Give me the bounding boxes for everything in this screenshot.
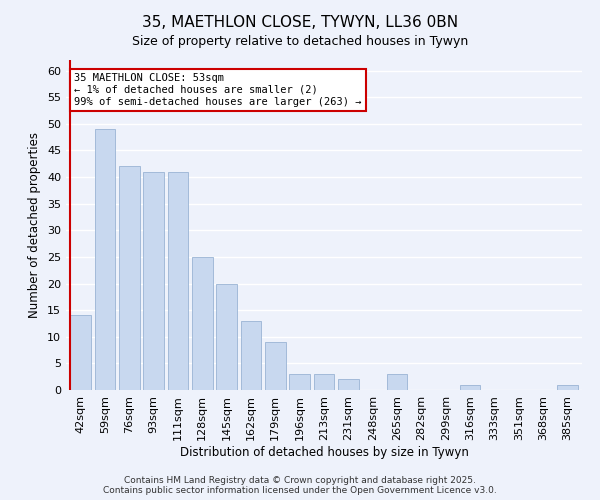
Bar [216,284,237,390]
Bar [143,172,164,390]
Bar [265,342,286,390]
Text: Contains HM Land Registry data © Crown copyright and database right 2025.
Contai: Contains HM Land Registry data © Crown c… [103,476,497,495]
Bar [314,374,334,390]
Text: 35, MAETHLON CLOSE, TYWYN, LL36 0BN: 35, MAETHLON CLOSE, TYWYN, LL36 0BN [142,15,458,30]
Bar [557,384,578,390]
Bar [386,374,407,390]
Y-axis label: Number of detached properties: Number of detached properties [28,132,41,318]
Bar [289,374,310,390]
Bar [95,129,115,390]
Bar [70,316,91,390]
Bar [119,166,140,390]
Bar [241,321,262,390]
Bar [167,172,188,390]
Bar [338,380,359,390]
Text: 35 MAETHLON CLOSE: 53sqm
← 1% of detached houses are smaller (2)
99% of semi-det: 35 MAETHLON CLOSE: 53sqm ← 1% of detache… [74,74,361,106]
Bar [460,384,481,390]
X-axis label: Distribution of detached houses by size in Tywyn: Distribution of detached houses by size … [179,446,469,458]
Text: Size of property relative to detached houses in Tywyn: Size of property relative to detached ho… [132,35,468,48]
Bar [192,257,212,390]
